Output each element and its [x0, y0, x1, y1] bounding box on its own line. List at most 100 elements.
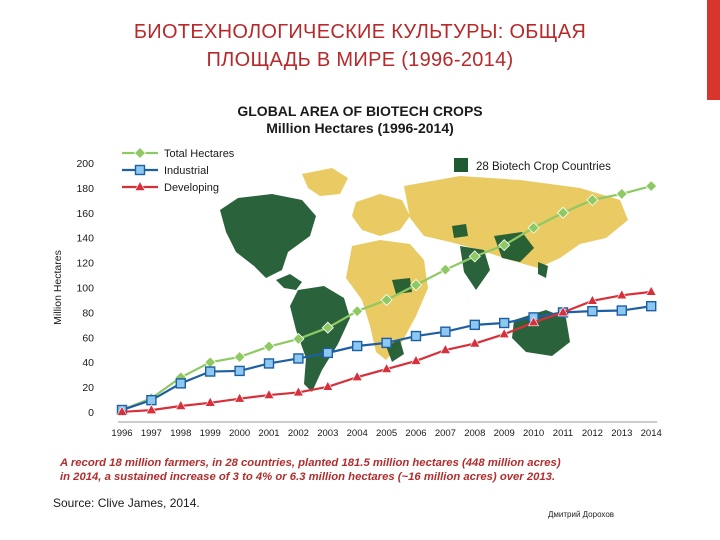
- author-name: Дмитрий Дорохов: [548, 510, 615, 519]
- x-tick-label: 2006: [405, 428, 426, 439]
- developing-point: [557, 306, 569, 317]
- greenland-shape: [302, 168, 348, 196]
- pakistan-shape: [452, 224, 468, 238]
- industrial-point: [263, 358, 275, 369]
- total-hectares-point: [292, 332, 305, 345]
- legend-total-hectares-label: Total Hectares: [164, 148, 235, 160]
- developing-point: [263, 388, 275, 399]
- total-hectares-point: [468, 250, 481, 263]
- developing-point: [351, 371, 363, 381]
- legend-developing-label: Developing: [164, 182, 219, 194]
- south-america-shape: [290, 286, 350, 392]
- asia-shape: [404, 176, 628, 268]
- series-layer: [115, 179, 658, 416]
- developing-point: [234, 392, 246, 403]
- total-hectares-point: [645, 179, 658, 193]
- industrial-point: [587, 305, 598, 317]
- developing-point: [410, 354, 422, 365]
- map-legend-label: 28 Biotech Crop Countries: [476, 161, 611, 173]
- x-tick-label: 2005: [376, 428, 397, 439]
- australia-shape: [512, 310, 570, 356]
- industrial-point: [175, 378, 187, 389]
- legend-industrial-label: Industrial: [164, 165, 209, 177]
- footnote-line1: A record 18 million farmers, in 28 count…: [60, 457, 561, 469]
- total-hectares-point: [351, 305, 364, 318]
- industrial-point: [410, 330, 422, 342]
- industrial-point: [616, 305, 627, 316]
- developing-point: [439, 343, 451, 354]
- industrial-point: [322, 347, 333, 359]
- x-tick-label: 2004: [347, 428, 368, 439]
- x-tick-label: 2007: [435, 428, 456, 439]
- y-tick-label: 180: [76, 183, 94, 195]
- developing-point: [645, 285, 657, 296]
- total-hectares-point: [409, 278, 423, 292]
- total-hectares-point: [556, 206, 570, 219]
- total-hectares-point: [233, 350, 246, 364]
- industrial-point: [234, 365, 245, 377]
- slide-title-line2: ПЛОЩАДЬ В МИРЕ (1996-2014): [206, 49, 514, 71]
- x-tick-label: 2010: [523, 428, 544, 439]
- x-axis: 1996 1997 1998 1999 2000 2001 2002 2003 2004 2005…: [111, 421, 662, 439]
- slide-title: БИОТЕХНОЛОГИЧЕСКИЕ КУЛЬТУРЫ: ОБЩАЯ ПЛОЩА…: [20, 18, 700, 74]
- total-hectares-point: [321, 321, 334, 334]
- total-hectares-point: [498, 239, 511, 252]
- europe-shape: [352, 194, 410, 236]
- chart-title: GLOBAL AREA OF BIOTECH CROPS Million Hec…: [180, 103, 540, 137]
- y-tick-label: 40: [82, 357, 94, 369]
- y-axis-label: Million Hectares: [52, 250, 64, 325]
- x-tick-label: 2003: [317, 428, 338, 439]
- world-map: 28 Biotech Crop Countries: [220, 158, 628, 392]
- industrial-point: [440, 326, 451, 337]
- india-shape: [460, 246, 490, 290]
- developing-point: [498, 328, 510, 338]
- industrial-point: [469, 319, 480, 331]
- developing-point: [204, 396, 216, 407]
- industrial-point: [293, 353, 304, 364]
- legend-developing-marker: [134, 180, 146, 191]
- developing-point: [586, 294, 598, 305]
- developing-point: [322, 380, 334, 391]
- industrial-point: [499, 317, 510, 329]
- slide-title-line1: БИОТЕХНОЛОГИЧЕСКИЕ КУЛЬТУРЫ: ОБЩАЯ: [133, 21, 587, 43]
- map-legend-swatch: [454, 158, 468, 172]
- biotech-area-chart: 28 Biotech Crop Countries 0 20 40 60 80 100 12…: [52, 146, 662, 439]
- x-tick-label: 2012: [582, 428, 603, 439]
- total-hectares-point: [439, 263, 452, 276]
- x-tick-label: 1997: [141, 428, 162, 439]
- total-hectares-point: [204, 356, 217, 369]
- x-tick-label: 2002: [288, 428, 309, 439]
- x-tick-label: 2011: [553, 428, 573, 439]
- x-tick-label: 2014: [641, 428, 662, 439]
- accent-bar: [707, 0, 720, 100]
- y-tick-label: 0: [88, 407, 94, 419]
- industrial-point: [146, 394, 157, 406]
- y-tick-label: 200: [76, 158, 94, 170]
- x-tick-label: 2009: [494, 428, 515, 439]
- developing-point: [175, 399, 187, 410]
- developing-point: [616, 289, 628, 300]
- x-tick-label: 2000: [229, 428, 250, 439]
- developing-point: [381, 362, 393, 373]
- central-america-shape: [276, 274, 302, 290]
- x-tick-label: 1996: [111, 428, 132, 439]
- y-tick-label: 100: [76, 283, 94, 295]
- industrial-point: [352, 340, 363, 352]
- total-hectares-point: [380, 293, 393, 307]
- x-tick-label: 2001: [258, 428, 279, 439]
- y-tick-label: 20: [82, 382, 94, 394]
- industrial-point: [204, 366, 216, 377]
- y-axis: 0 20 40 60 80 100 120 140 160 180 200 Million Hecta…: [52, 158, 94, 419]
- developing-point: [145, 404, 157, 414]
- north-america-shape: [220, 194, 316, 278]
- y-tick-label: 140: [76, 233, 94, 245]
- developing-point: [292, 386, 304, 397]
- footnote-line2: in 2014, a sustained increase of 3 to 4%…: [60, 471, 556, 483]
- chart-title-main: GLOBAL AREA OF BIOTECH CROPS: [237, 103, 483, 119]
- developing-point: [528, 316, 540, 327]
- legend-total-hectares-marker: [133, 146, 147, 160]
- x-tick-label: 1999: [200, 428, 221, 439]
- developing-point: [469, 337, 481, 348]
- philippines-shape: [538, 262, 548, 278]
- y-tick-label: 160: [76, 208, 94, 220]
